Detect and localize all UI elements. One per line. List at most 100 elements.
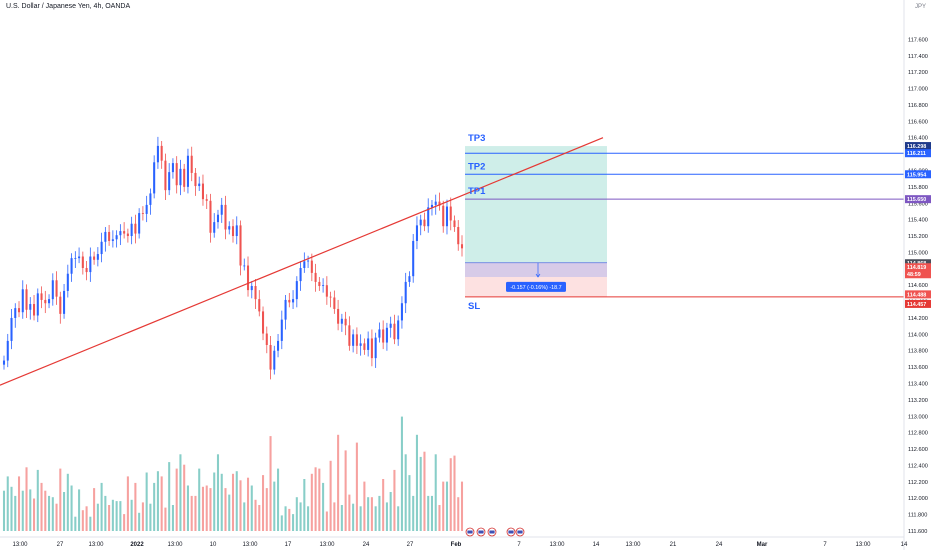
volume-bar [205,485,208,531]
time-tick-label: 7 [517,542,521,548]
volume-bar [243,502,246,531]
time-tick-label: 2022 [130,542,144,548]
candle-body [81,256,84,268]
time-tick-label: 13:00 [319,542,335,548]
volume-bar [370,497,373,531]
time-axis[interactable]: 13:00 27 13:00 2022 13:00 10 13:00 17 13:00 24 27 F… [0,527,908,548]
volume-bar [408,475,411,531]
volume-bar [134,482,137,531]
price-tag-bid: 114.819 [907,265,926,271]
candle-body [40,293,43,300]
volume-bar [337,434,340,531]
price-tag-114488-bg [905,290,931,299]
volume-bar [175,468,178,531]
volume-bar [14,495,17,531]
volume-bar [78,489,81,531]
candle-body [164,160,167,191]
volume-bar [220,473,223,531]
currency-unit: JPY [914,4,926,10]
candle-body [55,280,58,297]
volume-bar [130,499,133,531]
chart-annotations: TP3 TP2 TP1 SL -0.157 (-0.16%) -18.7 [468,133,566,312]
candle-body [246,265,250,291]
candle-body [17,308,21,313]
volume-bar [119,501,122,531]
volume-bar [40,482,43,531]
volume-bar [307,506,310,531]
price-tag-countdown-bg [905,270,931,279]
volume-bar [453,455,456,531]
candle-body [449,206,452,221]
event-flag-icon [465,527,475,537]
event-flag-icon [476,527,486,537]
price-tag-114488: 114.488 [907,292,926,298]
volume-bar [2,490,6,531]
volume-bar [457,497,460,531]
candle-body [430,204,433,208]
candle-body [284,299,287,320]
candle-body [14,308,17,318]
volume-bar [70,485,73,531]
volume-bar [48,495,51,531]
volume-bar [265,488,268,531]
candle-body [288,299,291,303]
candle-body [445,206,449,227]
time-tick-label: 14 [593,542,600,548]
volume-bar [164,507,167,531]
price-axis[interactable]: 117.600 117.400 117.200 117.000 116.800 116.6… [903,0,931,550]
volume-bar [254,499,257,531]
time-tick-label: 24 [363,542,370,548]
volume-bar [213,472,216,531]
candle-body [6,340,9,361]
level-label-tp1: TP1 [468,186,486,197]
volume-bar [288,508,291,531]
volume-bar [404,454,407,531]
price-tick-label: 112.000 [908,496,928,502]
price-tag-tp2: 115.954 [907,172,926,178]
volume-bar [415,434,418,531]
candle-body [254,286,257,300]
candle-body [340,318,343,324]
candle-body [179,168,182,186]
candle-body [337,308,340,324]
price-tick-label: 117.400 [908,54,928,60]
candle-body [111,239,114,241]
candle-body [156,145,159,163]
candle-body [66,273,69,291]
volume-bar [59,468,62,531]
time-tick-label: 7 [823,542,827,548]
candle-body [378,329,381,338]
candle-body [382,329,385,343]
volume-bar [355,442,358,531]
volume-bar [10,486,13,531]
volume-bar [126,476,129,531]
time-tick-label: Feb [451,542,462,548]
candle-body [374,337,377,359]
candle-body [243,265,246,267]
volume-bar [93,488,96,531]
volume-bar [153,482,156,531]
volume-bar [201,486,204,531]
candle-body [51,280,54,300]
event-flag-icon [515,527,525,537]
candle-body [385,327,388,343]
price-tick-label: 115.000 [908,250,928,256]
candle-body [59,296,62,314]
position-result-badge [506,281,566,292]
candle-body [134,223,137,234]
time-tick-label: 13:00 [625,542,641,548]
candle-body [115,235,118,240]
volume-bar [273,481,276,531]
candle-body [2,360,6,365]
volume-bar [17,476,21,531]
price-tick-label: 117.600 [908,37,928,43]
volume-bar [168,462,171,531]
volume-bar [141,502,144,531]
candle-body [269,345,272,370]
level-label-tp2: TP2 [468,161,485,172]
candle-body [138,213,141,234]
volume-bar [385,502,388,531]
price-tag-tp1: 115.650 [907,197,926,203]
candle-body [453,220,456,228]
